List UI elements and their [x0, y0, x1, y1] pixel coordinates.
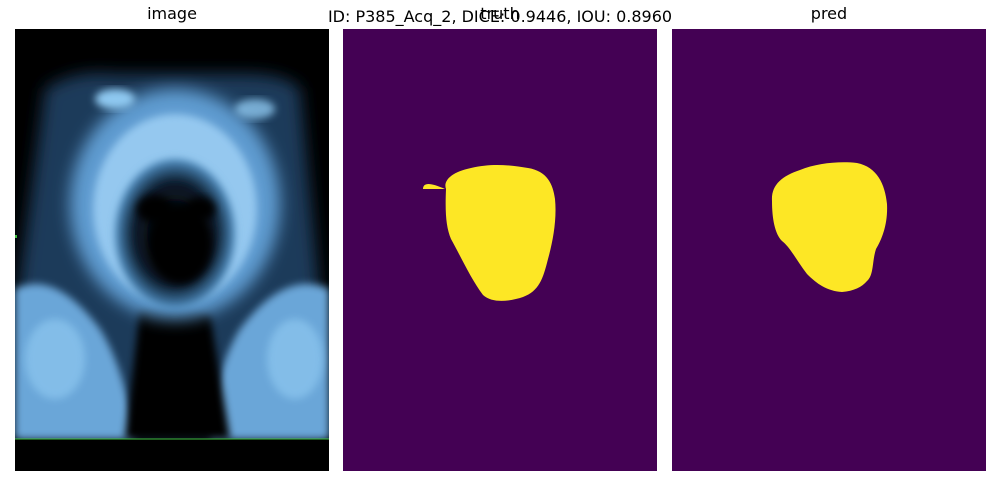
truth-region-shape: [445, 164, 556, 301]
pred-mask-panel: [672, 29, 986, 471]
ultrasound-image-panel: [15, 29, 329, 471]
pred-region-shape: [771, 162, 888, 292]
panel-title-pred: pred: [810, 4, 848, 23]
truth-mask-panel: [343, 29, 657, 471]
panel-title-truth: truth: [480, 4, 520, 23]
truth-mask: [343, 29, 657, 471]
ultrasound-image: [15, 29, 329, 471]
panel-title-image: image: [147, 4, 197, 23]
pred-mask: [672, 29, 986, 471]
figure-title: ID: P385_Acq_2, DICE: 0.9446, IOU: 0.896…: [327, 7, 673, 26]
truth-region: [416, 184, 446, 190]
